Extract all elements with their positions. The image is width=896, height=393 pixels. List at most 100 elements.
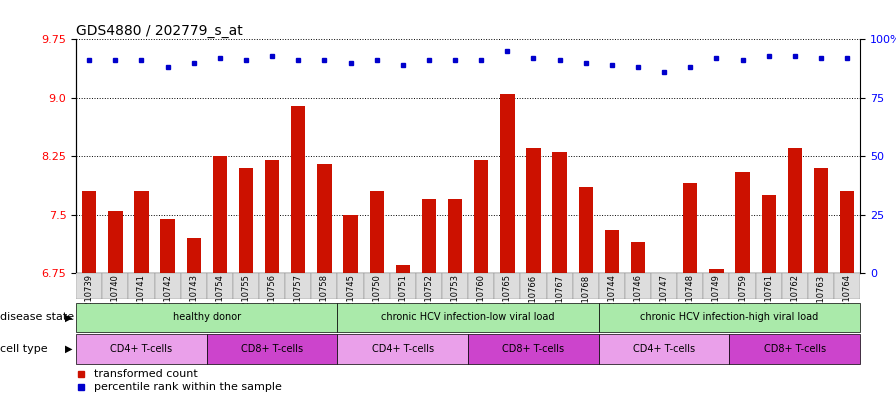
Bar: [442, 273, 469, 299]
Bar: [343, 215, 358, 273]
Text: CD4+ T-cells: CD4+ T-cells: [372, 344, 434, 354]
Text: GSM1210762: GSM1210762: [790, 274, 799, 331]
Bar: [134, 191, 149, 273]
Bar: [312, 273, 338, 299]
Bar: [291, 106, 306, 273]
Bar: [599, 273, 625, 299]
Text: CD8+ T-cells: CD8+ T-cells: [241, 344, 303, 354]
Bar: [579, 187, 593, 273]
Bar: [265, 160, 280, 273]
Bar: [599, 334, 729, 364]
Bar: [338, 273, 364, 299]
Bar: [599, 303, 860, 332]
Bar: [390, 273, 416, 299]
Bar: [469, 273, 495, 299]
Bar: [729, 273, 755, 299]
Bar: [181, 273, 207, 299]
Bar: [710, 269, 724, 273]
Bar: [76, 303, 338, 332]
Bar: [840, 191, 854, 273]
Text: GSM1210765: GSM1210765: [503, 274, 512, 331]
Text: GSM1210746: GSM1210746: [633, 274, 642, 331]
Bar: [154, 273, 181, 299]
Bar: [703, 273, 729, 299]
Text: GSM1210748: GSM1210748: [685, 274, 694, 331]
Bar: [448, 199, 462, 273]
Text: CD8+ T-cells: CD8+ T-cells: [763, 344, 826, 354]
Text: GDS4880 / 202779_s_at: GDS4880 / 202779_s_at: [76, 24, 243, 38]
Bar: [102, 273, 128, 299]
Bar: [233, 273, 259, 299]
Bar: [651, 273, 677, 299]
Bar: [259, 273, 285, 299]
Text: GSM1210747: GSM1210747: [659, 274, 668, 331]
Bar: [755, 273, 781, 299]
Text: chronic HCV infection-low viral load: chronic HCV infection-low viral load: [382, 312, 555, 322]
Bar: [82, 191, 97, 273]
Bar: [631, 242, 645, 273]
Text: GSM1210768: GSM1210768: [582, 274, 590, 331]
Text: GSM1210759: GSM1210759: [738, 274, 747, 330]
Bar: [573, 273, 599, 299]
Text: GSM1210744: GSM1210744: [607, 274, 616, 330]
Text: GSM1210767: GSM1210767: [556, 274, 564, 331]
Text: GSM1210740: GSM1210740: [111, 274, 120, 330]
Bar: [553, 152, 567, 273]
Bar: [108, 211, 123, 273]
Bar: [474, 160, 488, 273]
Bar: [781, 273, 808, 299]
Text: healthy donor: healthy donor: [173, 312, 241, 322]
Bar: [364, 273, 390, 299]
Text: GSM1210751: GSM1210751: [399, 274, 408, 330]
Bar: [500, 94, 514, 273]
Text: GSM1210742: GSM1210742: [163, 274, 172, 330]
Bar: [521, 273, 547, 299]
Text: GSM1210755: GSM1210755: [242, 274, 251, 330]
Bar: [396, 265, 410, 273]
Text: GSM1210764: GSM1210764: [842, 274, 851, 331]
Text: GSM1210753: GSM1210753: [451, 274, 460, 331]
Bar: [76, 334, 207, 364]
Bar: [834, 273, 860, 299]
Bar: [657, 273, 671, 277]
Bar: [212, 156, 227, 273]
Text: CD4+ T-cells: CD4+ T-cells: [110, 344, 173, 354]
Bar: [736, 172, 750, 273]
Text: percentile rank within the sample: percentile rank within the sample: [94, 382, 282, 391]
Bar: [814, 168, 828, 273]
Bar: [207, 273, 233, 299]
Text: transformed count: transformed count: [94, 369, 198, 379]
Text: GSM1210741: GSM1210741: [137, 274, 146, 330]
Text: GSM1210750: GSM1210750: [372, 274, 381, 330]
Bar: [128, 273, 154, 299]
Bar: [186, 238, 201, 273]
Text: GSM1210761: GSM1210761: [764, 274, 773, 331]
Text: GSM1210760: GSM1210760: [477, 274, 486, 331]
Text: CD8+ T-cells: CD8+ T-cells: [503, 344, 564, 354]
Text: ▶: ▶: [65, 344, 73, 354]
Text: GSM1210763: GSM1210763: [816, 274, 825, 331]
Bar: [683, 184, 697, 273]
Bar: [76, 273, 102, 299]
Text: GSM1210757: GSM1210757: [294, 274, 303, 331]
Text: cell type: cell type: [0, 344, 47, 354]
Bar: [495, 273, 521, 299]
Text: ▶: ▶: [65, 312, 73, 322]
Bar: [369, 191, 383, 273]
Text: GSM1210756: GSM1210756: [268, 274, 277, 331]
Text: GSM1210739: GSM1210739: [85, 274, 94, 331]
Bar: [239, 168, 254, 273]
Text: GSM1210752: GSM1210752: [425, 274, 434, 330]
Bar: [547, 273, 573, 299]
Bar: [526, 149, 540, 273]
Bar: [469, 334, 599, 364]
Bar: [762, 195, 776, 273]
Text: GSM1210745: GSM1210745: [346, 274, 355, 330]
Bar: [338, 334, 469, 364]
Bar: [605, 230, 619, 273]
Bar: [729, 334, 860, 364]
Text: GSM1210754: GSM1210754: [215, 274, 224, 330]
Bar: [808, 273, 834, 299]
Bar: [416, 273, 442, 299]
Text: CD4+ T-cells: CD4+ T-cells: [633, 344, 695, 354]
